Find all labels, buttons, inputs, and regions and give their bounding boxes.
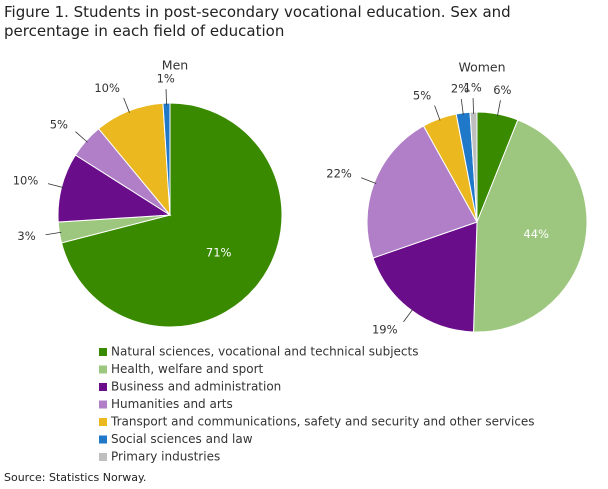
leader-line — [47, 183, 64, 189]
legend-swatch — [99, 383, 107, 391]
pie-slice — [472, 119, 588, 333]
value-label: 71% — [206, 245, 232, 259]
value-label: 5% — [50, 118, 68, 132]
legend-swatch — [99, 435, 107, 444]
figure-title: Figure 1. Students in post-secondary voc… — [4, 3, 511, 40]
legend-label: Social sciences and law — [111, 432, 253, 446]
value-label: 19% — [372, 322, 398, 336]
legend-swatch — [99, 348, 107, 356]
legend-swatch — [99, 418, 107, 426]
pie-slice — [60, 102, 283, 328]
value-label: 22% — [326, 167, 352, 181]
source: Source: Statistics Norway. — [4, 471, 147, 484]
leader-line — [497, 100, 501, 117]
value-label: 10% — [13, 174, 39, 188]
legend-label: Humanities and arts — [111, 397, 233, 411]
value-label: 1% — [157, 72, 175, 86]
pie-title: Women — [458, 60, 505, 75]
value-label: 1% — [464, 81, 482, 95]
legend-label: Natural sciences, vocational and technic… — [111, 345, 418, 359]
pie-title: Men — [162, 58, 188, 73]
legend-label: Business and administration — [111, 380, 281, 394]
value-label: 5% — [413, 89, 431, 103]
leader-line — [45, 231, 62, 236]
leader-line — [361, 177, 377, 184]
leader-line — [165, 89, 167, 106]
legend-label: Health, welfare and sport — [111, 362, 264, 376]
legend-swatch — [99, 453, 107, 461]
value-label: 10% — [94, 81, 120, 95]
value-label: 3% — [17, 229, 35, 243]
leader-line — [472, 98, 474, 115]
legend-swatch — [99, 365, 107, 374]
value-label: 2% — [451, 82, 469, 96]
leader-line — [403, 308, 414, 323]
legend-swatch — [99, 400, 107, 409]
leader-line — [123, 97, 130, 113]
leader-line — [75, 131, 88, 143]
value-label: 44% — [523, 227, 549, 241]
leader-line — [460, 98, 464, 115]
leader-line — [434, 105, 441, 121]
value-label: 6% — [493, 83, 511, 97]
legend-label: Primary industries — [111, 450, 220, 464]
legend-label: Transport and communications, safety and… — [110, 415, 535, 429]
